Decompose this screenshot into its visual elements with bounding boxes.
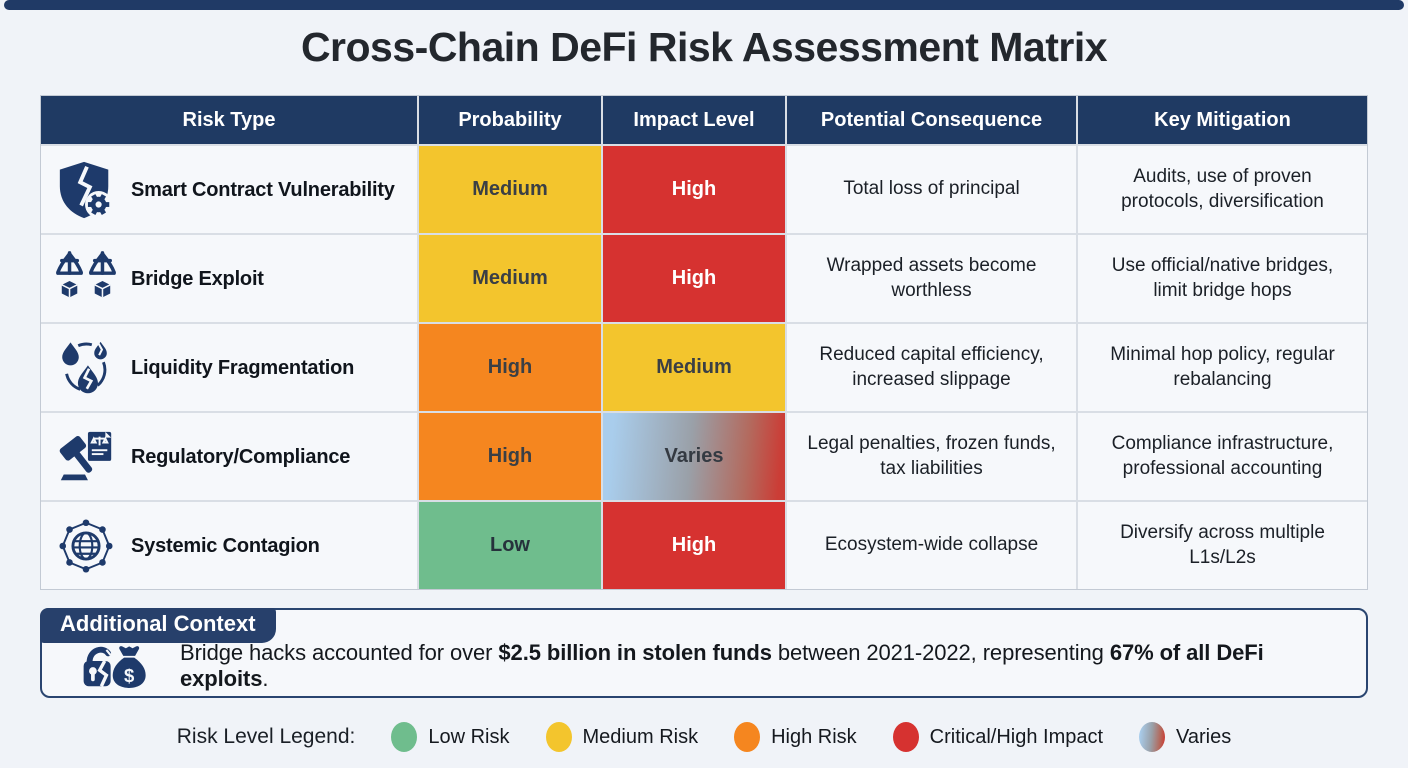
top-accent-bar <box>4 0 1404 10</box>
legend-item-low: Low Risk <box>391 722 510 752</box>
legend-item-medium: Medium Risk <box>545 722 699 752</box>
legend-item-label: Low Risk <box>428 725 510 748</box>
broken-lock-money-bag-icon: $ <box>74 639 154 693</box>
legend-item-high: High Risk <box>734 722 857 752</box>
header-risk-type: Risk Type <box>41 96 417 144</box>
table-row-5-risk-type: Systemic Contagion <box>41 502 417 589</box>
legend-item-label: Varies <box>1176 725 1232 748</box>
mitigation-cell: Compliance infrastructure, professional … <box>1078 413 1367 500</box>
critical-impact-dot <box>892 722 919 752</box>
legend-item-label: Critical/High Impact <box>929 725 1104 748</box>
impact-cell: High <box>603 235 785 322</box>
network-globe-icon <box>53 513 119 579</box>
consequence-cell: Legal penalties, frozen funds, tax liabi… <box>787 413 1076 500</box>
consequence-cell: Reduced capital efficiency, increased sl… <box>787 324 1076 411</box>
legend-item-critical: Critical/High Impact <box>892 722 1104 752</box>
consequence-cell: Wrapped assets become worthless <box>787 235 1076 322</box>
mitigation-cell: Diversify across multiple L1s/L2s <box>1078 502 1367 589</box>
header-key-mitigation: Key Mitigation <box>1078 96 1367 144</box>
additional-context-tab: Additional Context <box>40 608 276 643</box>
varies-dot <box>1139 722 1166 752</box>
low-risk-dot <box>391 722 418 752</box>
additional-context-box: Additional Context $ Bridge hacks accoun… <box>40 608 1368 698</box>
probability-cell: Low <box>419 502 601 589</box>
impact-cell: Varies <box>603 413 785 500</box>
shield-crack-gear-icon <box>53 157 119 223</box>
gavel-scales-icon <box>53 424 119 490</box>
high-risk-dot <box>734 722 761 752</box>
impact-cell: Medium <box>603 324 785 411</box>
legend-item-label: Medium Risk <box>582 725 699 748</box>
risk-type-label: Liquidity Fragmentation <box>131 356 355 379</box>
risk-matrix-table: Risk Type Probability Impact Level Poten… <box>40 95 1368 590</box>
page-title: Cross-Chain DeFi Risk Assessment Matrix <box>300 24 1108 70</box>
probability-cell: High <box>419 413 601 500</box>
risk-type-label: Regulatory/Compliance <box>131 445 351 468</box>
consequence-cell: Total loss of principal <box>787 146 1076 233</box>
legend-title: Risk Level Legend: <box>176 725 356 748</box>
impact-cell: High <box>603 146 785 233</box>
context-text: Bridge hacks accounted for over $2.5 bil… <box>180 640 1264 691</box>
probability-cell: Medium <box>419 235 601 322</box>
table-row-3-risk-type: Liquidity Fragmentation <box>41 324 417 411</box>
impact-cell: High <box>603 502 785 589</box>
table-row-4-risk-type: Regulatory/Compliance <box>41 413 417 500</box>
risk-level-legend: Risk Level Legend: Low Risk Medium Risk … <box>0 714 1408 760</box>
risk-type-label: Bridge Exploit <box>131 267 264 290</box>
mitigation-cell: Use official/native bridges, limit bridg… <box>1078 235 1367 322</box>
mitigation-cell: Minimal hop policy, regular rebalancing <box>1078 324 1367 411</box>
svg-text:$: $ <box>124 665 135 686</box>
header-potential-consequence: Potential Consequence <box>787 96 1076 144</box>
probability-cell: Medium <box>419 146 601 233</box>
risk-type-label: Smart Contract Vulnerability <box>131 178 395 201</box>
consequence-cell: Ecosystem-wide collapse <box>787 502 1076 589</box>
medium-risk-dot <box>545 722 572 752</box>
liquidity-droplets-icon <box>53 335 119 401</box>
table-row-1-risk-type: Smart Contract Vulnerability <box>41 146 417 233</box>
table-row-2-risk-type: Bridge Exploit <box>41 235 417 322</box>
mitigation-cell: Audits, use of proven protocols, diversi… <box>1078 146 1367 233</box>
legend-item-label: High Risk <box>771 725 857 748</box>
broken-bridge-icon <box>53 246 119 312</box>
legend-item-varies: Varies <box>1139 722 1231 752</box>
probability-cell: High <box>419 324 601 411</box>
risk-type-label: Systemic Contagion <box>131 534 320 557</box>
header-impact-level: Impact Level <box>603 96 785 144</box>
header-probability: Probability <box>419 96 601 144</box>
